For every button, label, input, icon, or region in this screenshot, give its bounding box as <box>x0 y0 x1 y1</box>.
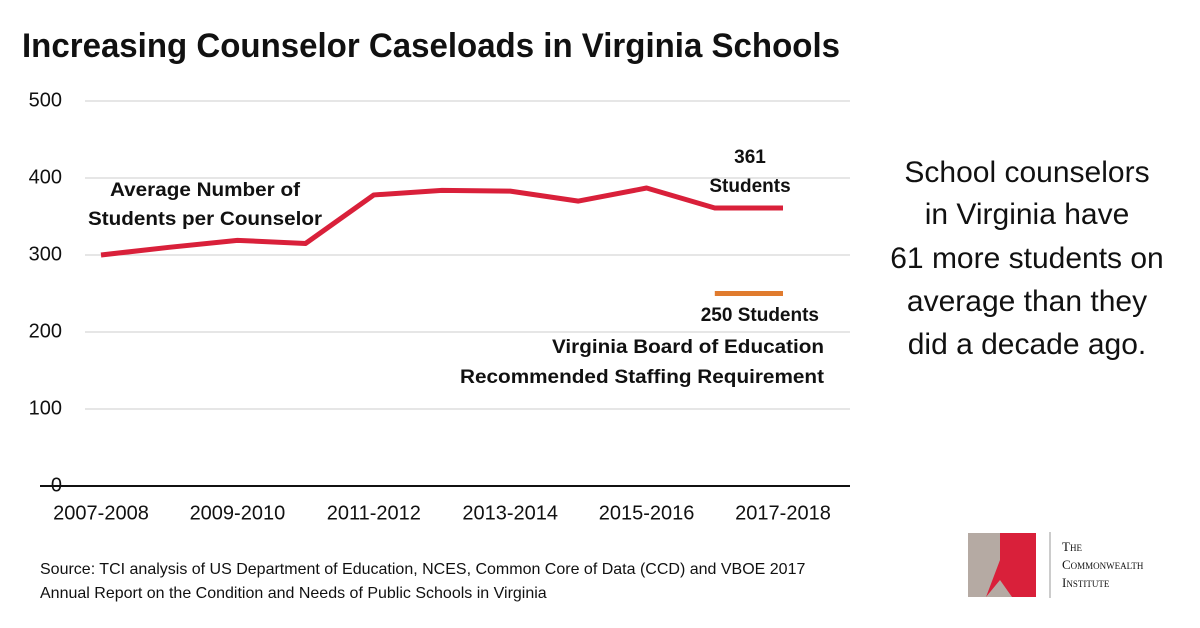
chart-title: Increasing Counselor Caseloads in Virgin… <box>22 27 840 65</box>
side-note-line: 61 more students on <box>890 242 1164 275</box>
side-note: School counselors in Virginia have 61 mo… <box>890 156 1164 361</box>
source: Annual Report on the Condition and Needs… <box>40 585 547 602</box>
x-tick-label: 2017-2018 <box>735 502 831 524</box>
line <box>100 185 783 258</box>
x-tick-label: 2011-2012 <box>327 502 421 524</box>
y-tick-label: 100 <box>29 397 62 419</box>
logo: The Commonwealth Institute <box>968 532 1144 598</box>
annotation: Average Number of <box>110 180 301 201</box>
logo-text: Commonwealth <box>1062 557 1144 572</box>
source: Source: TCI analysis of US Department of… <box>40 561 805 578</box>
y-tick-label: 400 <box>29 166 62 188</box>
annotation: 361 <box>734 147 766 168</box>
logo-shape <box>986 533 1036 597</box>
x-tick-label: 2015-2016 <box>599 502 695 524</box>
annotation: 250 Students <box>701 305 819 326</box>
y-tick-label: 500 <box>29 89 62 111</box>
y-tick-label: 300 <box>29 243 62 265</box>
side-note-line: in Virginia have <box>925 198 1130 231</box>
x-tick-label: 2009-2010 <box>190 502 286 524</box>
x-tick-label: 2013-2014 <box>462 502 558 524</box>
annotation: Recommended Staffing Requirement <box>460 367 825 388</box>
side-note-line: average than they <box>907 285 1147 318</box>
x-tick-label: 2007-2008 <box>53 502 149 524</box>
annotation: Virginia Board of Education <box>552 337 824 358</box>
side-note-line: did a decade ago. <box>908 328 1147 361</box>
side-note-line: School counselors <box>904 156 1149 189</box>
y-tick-label: 200 <box>29 320 62 342</box>
annotation: Students <box>709 176 790 197</box>
logo-text: Institute <box>1062 575 1110 590</box>
annotation: Students per Counselor <box>88 209 323 230</box>
logo-text: The <box>1062 539 1082 554</box>
